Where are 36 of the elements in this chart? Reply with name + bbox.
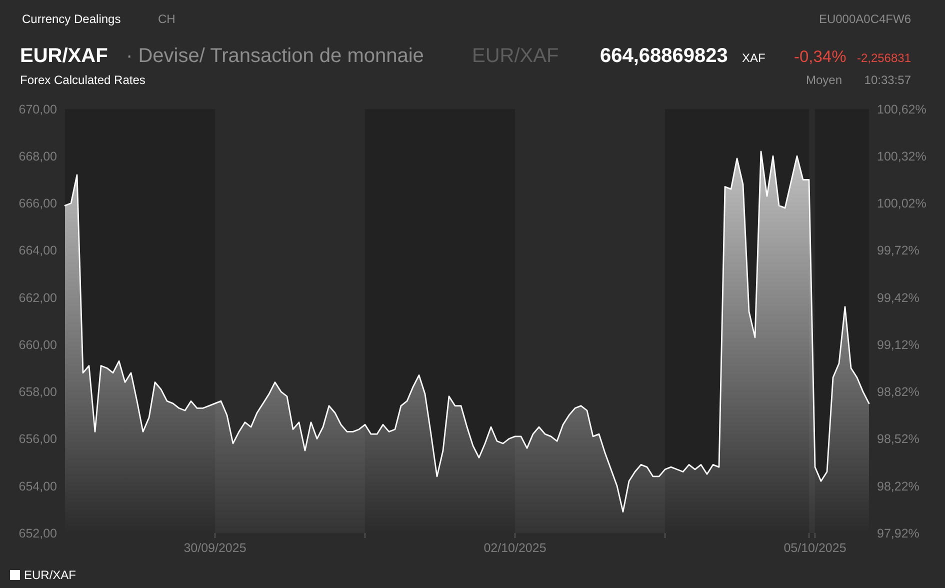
y2-tick-label: 100,02%	[877, 196, 926, 211]
legend-label: EUR/XAF	[24, 568, 76, 582]
text: EU000A0C4FW6	[818, 12, 912, 26]
text: -0,34%	[794, 48, 847, 66]
text: XAF	[742, 51, 766, 65]
text: Forex Calculated Rates	[20, 73, 146, 87]
y-tick-label: 668,00	[18, 149, 58, 164]
y2-tick-label: 97,92%	[877, 526, 920, 540]
chart-subtitle: · Devise/ Transaction de monnaie	[126, 45, 424, 67]
y2-tick-label: 99,42%	[877, 290, 920, 305]
y-tick-label: 662,00	[18, 290, 58, 305]
text: Moyen	[806, 73, 842, 87]
text: -2,256831	[856, 51, 912, 65]
y2-tick-label: 98,82%	[877, 385, 920, 400]
y2-tick-label: 100,32%	[877, 149, 926, 164]
y-tick-label: 666,00	[18, 196, 58, 211]
text: 664,68869823	[600, 45, 728, 67]
y-tick-label: 656,00	[18, 432, 58, 446]
chart-title: EUR/XAF	[20, 45, 108, 67]
x-tick-label: 30/09/2025	[184, 541, 246, 555]
x-tick-label: 05/10/2025	[784, 541, 846, 555]
y2-tick-label: 98,52%	[877, 432, 920, 446]
y-tick-label: 654,00	[18, 479, 58, 494]
x-tick-label: 02/10/2025	[484, 541, 546, 555]
y-tick-label: 670,00	[18, 102, 58, 116]
y2-tick-label: 99,72%	[877, 244, 920, 258]
y2-tick-label: 100,62%	[877, 102, 926, 116]
y-tick-label: 664,00	[18, 244, 58, 258]
text: CH	[158, 12, 176, 26]
y-tick-label: 658,00	[18, 385, 58, 400]
y2-tick-label: 98,22%	[877, 479, 920, 494]
text: 10:33:57	[864, 73, 912, 87]
text: Currency Dealings	[22, 12, 121, 26]
y-tick-label: 660,00	[18, 338, 58, 352]
y-tick-label: 652,00	[18, 526, 58, 540]
y2-tick-label: 99,12%	[877, 338, 920, 352]
